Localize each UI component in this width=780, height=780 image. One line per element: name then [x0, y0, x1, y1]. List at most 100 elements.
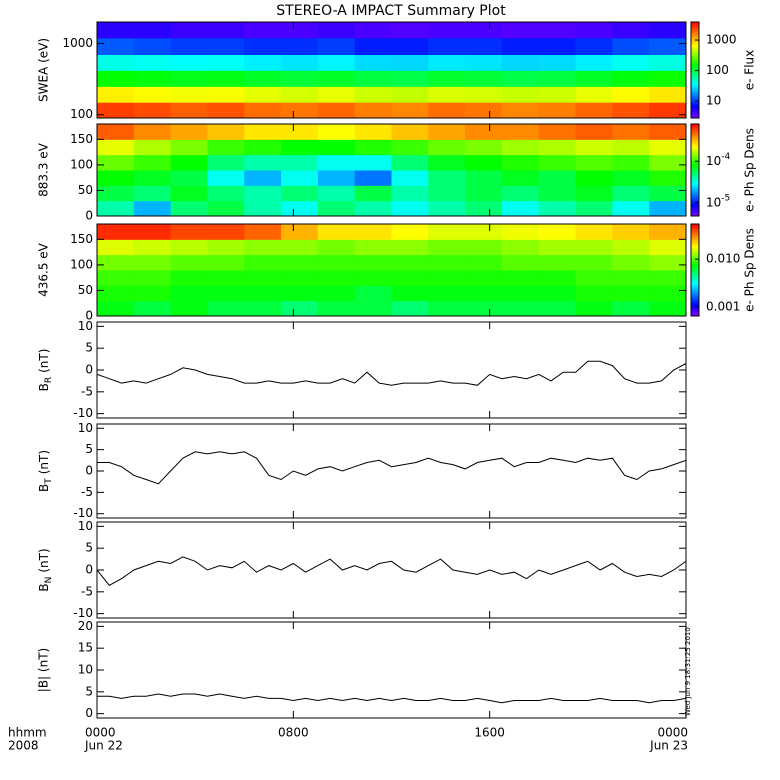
heatmap-cell: [354, 254, 392, 271]
heatmap-cell: [538, 154, 577, 171]
heatmap-cell: [97, 300, 135, 316]
heatmap-cell: [575, 22, 613, 39]
heatmap-cell: [170, 37, 208, 55]
heatmap-cell: [354, 102, 392, 118]
heatmap-cell: [281, 224, 319, 240]
heatmap-cell: [501, 170, 540, 186]
heatmap-cell: [170, 270, 208, 286]
heatmap-cell: [428, 139, 466, 156]
heatmap-cell: [538, 170, 577, 186]
heatmap-cell: [170, 254, 208, 271]
heatmap-cell: [354, 185, 392, 202]
heatmap-cell: [244, 124, 282, 140]
heatmap-cell: [317, 54, 356, 71]
heatmap-cell: [575, 285, 613, 302]
heatmap-cell: [465, 124, 503, 140]
data-line: [97, 360, 686, 386]
heatmap-cell: [612, 300, 650, 316]
heatmap-cell: [207, 22, 245, 39]
heatmap-cell: [133, 37, 172, 55]
heatmap-cell: [538, 285, 577, 302]
heatmap-cell: [281, 170, 319, 186]
heatmap-cell: [575, 139, 613, 156]
heatmap-cell: [428, 185, 466, 202]
heatmap-cell: [244, 139, 282, 156]
heatmap-cell: [649, 185, 686, 202]
heatmap-cell: [612, 185, 650, 202]
y-tick-label: 10: [78, 519, 93, 533]
heatmap-cell: [97, 22, 135, 39]
heatmap-cell: [501, 300, 540, 316]
heatmap-cell: [354, 54, 392, 71]
y-tick-label: 5: [85, 541, 93, 555]
heatmap-cell: [391, 37, 429, 55]
heatmap-cell: [354, 124, 392, 140]
x-caption: hhmm: [8, 726, 47, 740]
heatmap-cell: [649, 300, 686, 316]
y-tick-label: 5: [85, 341, 93, 355]
heatmap-cell: [170, 200, 208, 216]
heatmap-cell: [133, 86, 172, 103]
heatmap-cell: [170, 22, 208, 39]
heatmap-cell: [538, 37, 577, 55]
heatmap-cell: [465, 139, 503, 156]
heatmap-cell: [281, 300, 319, 316]
heatmap-cell: [391, 224, 429, 240]
chart-title: STEREO-A IMPACT Summary Plot: [276, 3, 506, 19]
heatmap-cell: [207, 285, 245, 302]
x-tick-label: 0000: [657, 726, 688, 740]
y-tick-label: 0: [85, 706, 93, 720]
heatmap-cell: [428, 254, 466, 271]
colorbar: [690, 123, 700, 217]
heatmap-cell: [170, 154, 208, 171]
heatmap-cell: [612, 102, 650, 118]
heatmap-cell: [133, 22, 172, 39]
heatmap-cell: [501, 285, 540, 302]
heatmap-cell: [207, 185, 245, 202]
heatmap-cell: [244, 224, 282, 240]
heatmap-cell: [281, 54, 319, 71]
heatmap-cell: [391, 86, 429, 103]
y-axis-label-main: B: [37, 583, 51, 591]
heatmap-cell: [207, 239, 245, 256]
y-axis-label-sub: R: [44, 377, 54, 383]
heatmap-cell: [649, 239, 686, 256]
heatmap-cell: [612, 270, 650, 286]
heatmap-cell: [649, 139, 686, 156]
heatmap-cell: [538, 254, 577, 271]
heatmap-cell: [649, 200, 686, 216]
heatmap-cell: [317, 37, 356, 55]
heatmap-cell: [244, 22, 282, 39]
panel-frame: [96, 223, 687, 317]
heatmap-cell: [428, 70, 466, 87]
heatmap-cell: [207, 102, 245, 118]
heatmap-cell: [391, 200, 429, 216]
heatmap-cell: [649, 285, 686, 302]
heatmap-cell: [501, 124, 540, 140]
heatmap-cell: [317, 185, 356, 202]
y-tick-label: -10: [73, 606, 93, 620]
heatmap-cell: [244, 86, 282, 103]
heatmap-cell: [170, 170, 208, 186]
heatmap-cell: [244, 70, 282, 87]
heatmap-cell: [354, 70, 392, 87]
heatmap: [97, 22, 686, 118]
heatmap-cell: [244, 102, 282, 118]
heatmap-cell: [391, 54, 429, 71]
heatmap-cell: [317, 270, 356, 286]
heatmap-cell: [501, 37, 540, 55]
heatmap-cell: [170, 70, 208, 87]
y-axis-label-sub: N: [44, 577, 54, 584]
colorbar-tick-label: 100: [706, 63, 729, 77]
heatmap-cell: [97, 86, 135, 103]
panel-frame: [96, 21, 687, 119]
heatmap-cell: [281, 124, 319, 140]
heatmap-cell: [317, 70, 356, 87]
heatmap-cell: [133, 254, 172, 271]
heatmap-cell: [244, 170, 282, 186]
heatmap-cell: [281, 139, 319, 156]
heatmap-cell: [391, 22, 429, 39]
heatmap-cell: [207, 54, 245, 71]
y-tick-label: 5: [85, 684, 93, 698]
